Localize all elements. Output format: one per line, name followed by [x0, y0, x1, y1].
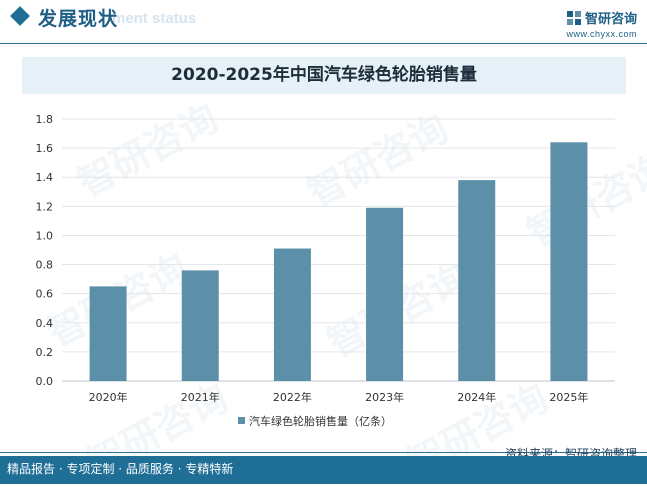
bar-2020年 [89, 286, 127, 381]
y-axis-ticks: 0.0 0.2 0.4 0.6 0.8 1.0 1.2 1.4 1.6 1.8 [36, 113, 54, 388]
x-tick-label: 2022年 [273, 390, 312, 404]
header: ment status 发展现状 智研咨询 www.chyxx.com [0, 0, 647, 44]
brand-logo-icon [566, 10, 581, 25]
grid-lines [62, 118, 615, 382]
bar-2025年 [550, 142, 588, 381]
header-divider [0, 43, 647, 44]
legend: 汽车绿色轮胎销售量（亿条） [238, 414, 392, 428]
y-tick-label: 0.4 [36, 317, 54, 330]
x-tick-label: 2025年 [549, 390, 588, 404]
bars [89, 142, 588, 381]
brand-url: www.chyxx.com [566, 29, 637, 39]
chart-title-band: 2020-2025年中国汽车绿色轮胎销售量 [22, 57, 626, 94]
x-tick-label: 2021年 [181, 390, 220, 404]
chart-title: 2020-2025年中国汽车绿色轮胎销售量 [171, 65, 477, 85]
bar-2024年 [458, 180, 496, 381]
y-tick-label: 0.0 [36, 375, 54, 388]
x-tick-label: 2023年 [365, 390, 404, 404]
x-tick-label: 2020年 [89, 390, 128, 404]
legend-swatch [238, 417, 245, 424]
x-tick-label: 2024年 [457, 390, 496, 404]
y-tick-label: 0.6 [36, 288, 54, 301]
section-subtitle: ment status [112, 10, 197, 27]
bar-chart: 0.0 0.2 0.4 0.6 0.8 1.0 1.2 1.4 1.6 1.8 2020年 2021… [36, 113, 615, 428]
y-tick-label: 1.2 [36, 200, 54, 213]
y-tick-label: 1.4 [36, 171, 54, 184]
bar-2021年 [181, 270, 219, 381]
y-tick-label: 0.2 [36, 346, 54, 359]
footer-bar: 精品报告 · 专项定制 · 品质服务 · 专精特新 [0, 456, 647, 484]
y-tick-label: 1.0 [36, 229, 54, 242]
y-tick-label: 1.6 [36, 142, 54, 155]
footer-divider [0, 452, 647, 453]
legend-label: 汽车绿色轮胎销售量（亿条） [249, 414, 392, 428]
brand-name: 智研咨询 [584, 12, 637, 27]
x-axis-ticks: 2020年 2021年 2022年 2023年 2024年 2025年 [89, 390, 589, 404]
bar-2022年 [273, 248, 311, 381]
brand: 智研咨询 www.chyxx.com [566, 7, 637, 39]
y-tick-label: 1.8 [36, 113, 54, 126]
footer-tagline: 精品报告 · 专项定制 · 品质服务 · 专精特新 [7, 462, 234, 476]
bar-2023年 [366, 207, 404, 381]
y-tick-label: 0.8 [36, 259, 54, 272]
section-title: 发展现状 [38, 8, 119, 30]
